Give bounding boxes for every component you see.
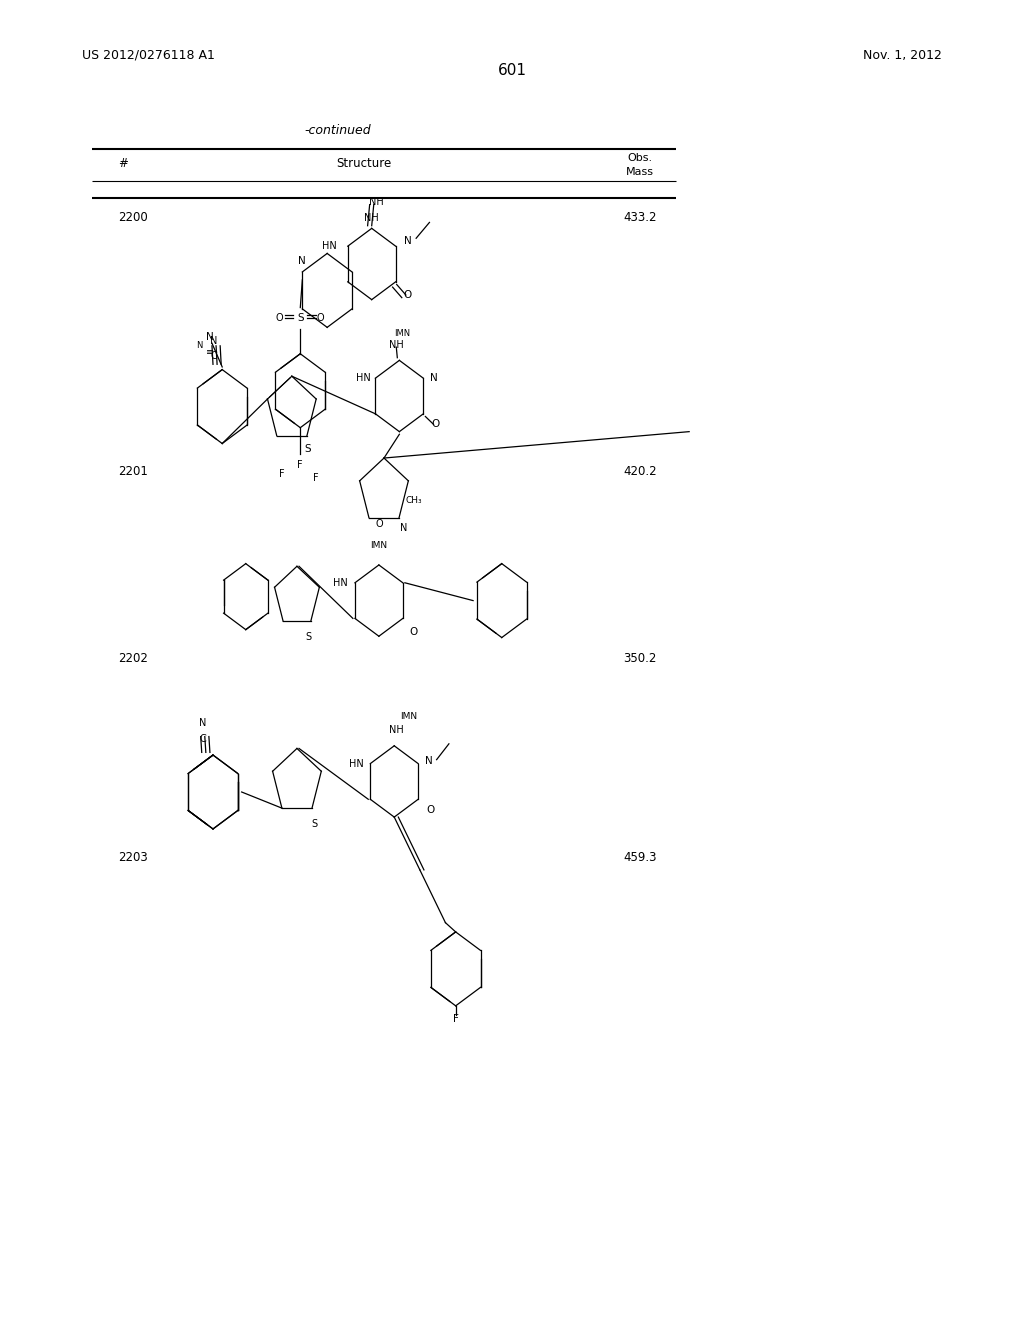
- Text: 601: 601: [498, 63, 526, 78]
- Text: US 2012/0276118 A1: US 2012/0276118 A1: [82, 49, 215, 62]
- Text: IMN: IMN: [371, 541, 387, 549]
- Text: S: S: [297, 313, 303, 323]
- Text: N: N: [298, 256, 306, 267]
- Text: 2200: 2200: [118, 211, 147, 224]
- Text: F: F: [453, 1014, 459, 1024]
- Text: S: S: [304, 444, 311, 454]
- Text: IMN: IMN: [400, 713, 417, 721]
- Text: NH: NH: [389, 725, 403, 735]
- Text: N: N: [197, 342, 203, 350]
- Text: N: N: [206, 331, 214, 342]
- Text: 350.2: 350.2: [624, 652, 656, 665]
- Text: 2201: 2201: [118, 465, 147, 478]
- Text: Structure: Structure: [336, 157, 391, 170]
- Text: IMN: IMN: [394, 330, 411, 338]
- Text: F: F: [298, 459, 303, 470]
- Text: N: N: [400, 523, 408, 533]
- Text: N: N: [404, 236, 412, 246]
- Text: S: S: [311, 818, 317, 829]
- Text: 420.2: 420.2: [624, 465, 656, 478]
- Text: O: O: [431, 420, 439, 429]
- Text: 459.3: 459.3: [624, 851, 656, 865]
- Text: NH: NH: [389, 339, 403, 350]
- Text: #: #: [118, 157, 128, 170]
- Text: 2203: 2203: [118, 851, 147, 865]
- Text: C: C: [200, 734, 206, 744]
- Text: N: N: [430, 374, 437, 383]
- Text: O: O: [403, 290, 412, 300]
- Text: N: N: [210, 335, 218, 346]
- Text: O: O: [376, 519, 383, 529]
- Text: O: O: [426, 805, 434, 814]
- Text: C: C: [211, 351, 217, 362]
- Text: 2202: 2202: [118, 652, 147, 665]
- Text: NH: NH: [365, 213, 379, 223]
- Text: O: O: [276, 313, 284, 323]
- Text: 433.2: 433.2: [624, 211, 656, 224]
- Text: Nov. 1, 2012: Nov. 1, 2012: [863, 49, 942, 62]
- Text: F: F: [280, 469, 285, 479]
- Text: N: N: [199, 718, 207, 729]
- Text: ≡: ≡: [206, 347, 214, 358]
- Text: Obs.: Obs.: [628, 153, 652, 164]
- Text: HN: HN: [355, 374, 371, 383]
- Text: F: F: [313, 473, 318, 483]
- Text: HN: HN: [348, 759, 364, 768]
- Text: HN: HN: [333, 578, 348, 587]
- Text: Mass: Mass: [626, 166, 654, 177]
- Text: HN: HN: [322, 242, 337, 251]
- Text: S: S: [306, 632, 312, 642]
- Text: -continued: -continued: [304, 124, 372, 137]
- Text: O: O: [317, 313, 325, 323]
- Text: CH₃: CH₃: [406, 496, 422, 506]
- Text: O: O: [409, 627, 417, 636]
- Text: NH: NH: [370, 197, 384, 207]
- Text: N: N: [425, 756, 432, 766]
